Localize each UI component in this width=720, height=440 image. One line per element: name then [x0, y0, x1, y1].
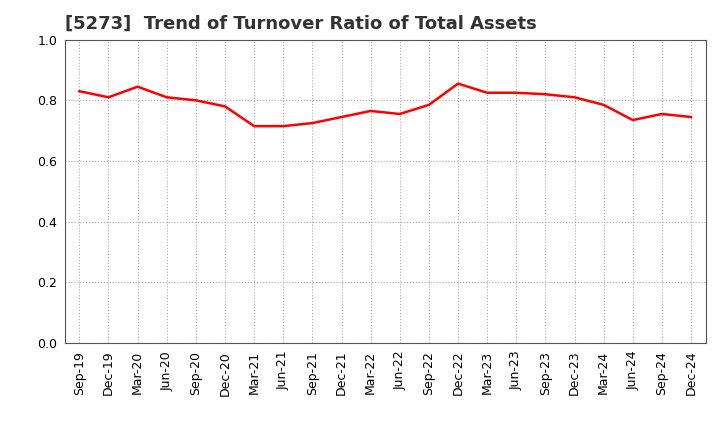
Text: [5273]  Trend of Turnover Ratio of Total Assets: [5273] Trend of Turnover Ratio of Total …	[65, 15, 536, 33]
